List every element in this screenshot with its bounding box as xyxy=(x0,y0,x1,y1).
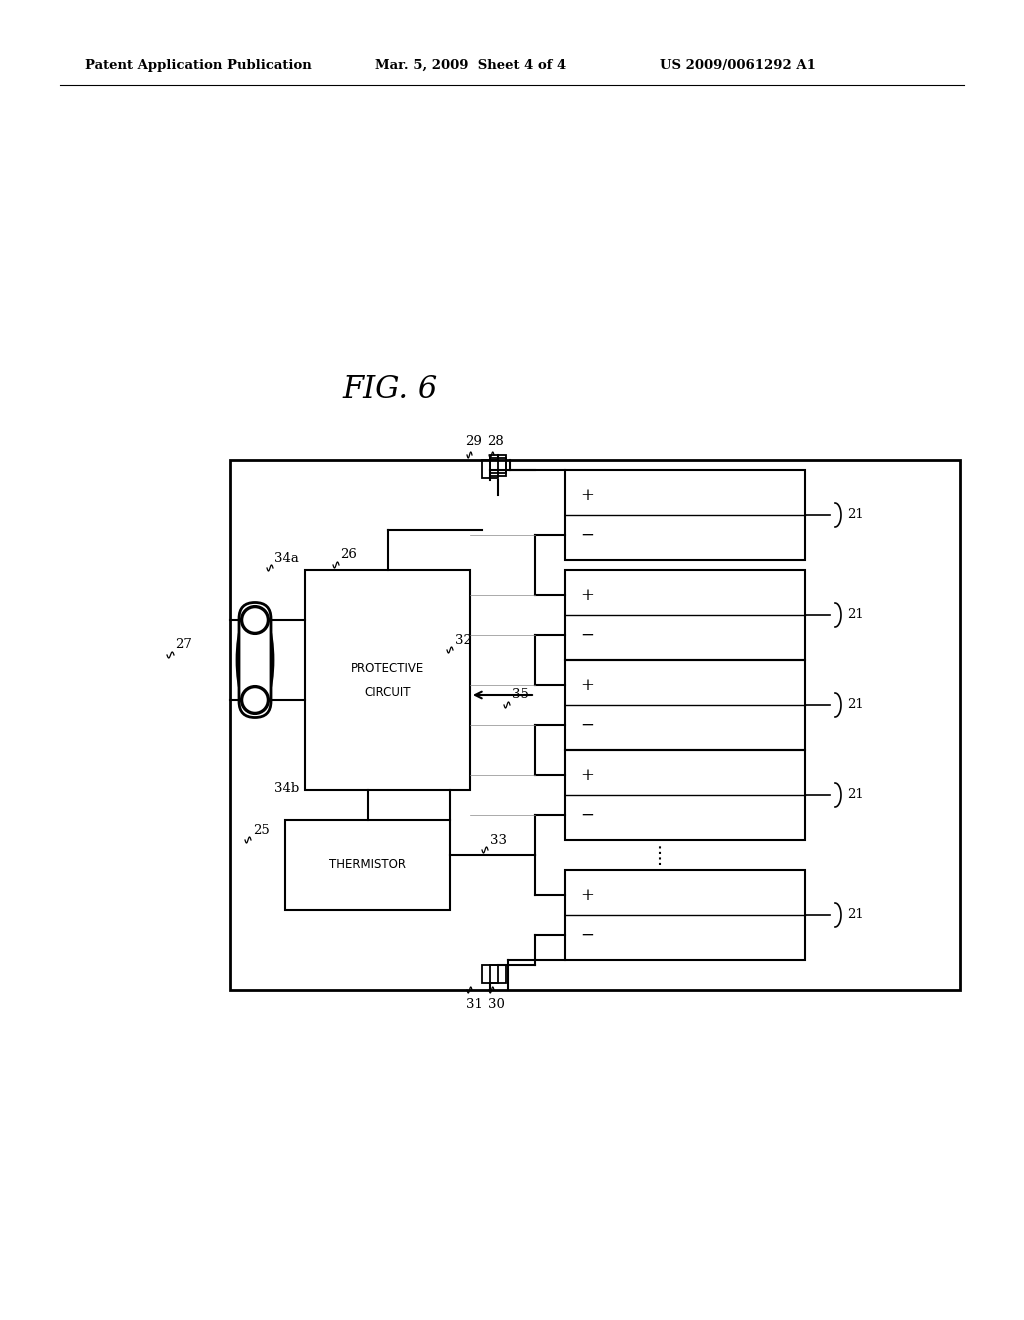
Text: 28: 28 xyxy=(487,436,505,447)
Text: −: − xyxy=(580,626,594,643)
Text: 33: 33 xyxy=(490,833,507,846)
Text: 21: 21 xyxy=(847,788,864,801)
Text: 21: 21 xyxy=(847,908,864,921)
Text: CIRCUIT: CIRCUIT xyxy=(365,685,411,698)
Bar xyxy=(565,750,805,840)
Bar xyxy=(490,458,506,477)
Text: +: + xyxy=(580,887,594,904)
Text: 32: 32 xyxy=(455,634,472,647)
Bar xyxy=(565,870,805,960)
Text: PROTECTIVE: PROTECTIVE xyxy=(351,661,424,675)
Text: US 2009/0061292 A1: US 2009/0061292 A1 xyxy=(660,58,816,71)
Bar xyxy=(230,459,961,990)
Bar xyxy=(305,570,470,789)
Bar xyxy=(490,965,506,983)
Text: 25: 25 xyxy=(253,824,269,837)
Text: 34a: 34a xyxy=(274,552,299,565)
Text: Patent Application Publication: Patent Application Publication xyxy=(85,58,311,71)
Text: 21: 21 xyxy=(847,609,864,622)
Circle shape xyxy=(242,686,268,713)
Text: −: − xyxy=(580,807,594,824)
Text: 30: 30 xyxy=(487,998,505,1011)
Ellipse shape xyxy=(237,605,273,715)
Text: +: + xyxy=(580,487,594,504)
Text: THERMISTOR: THERMISTOR xyxy=(329,858,406,871)
Circle shape xyxy=(241,606,269,634)
FancyBboxPatch shape xyxy=(239,602,271,718)
Text: 27: 27 xyxy=(175,639,191,652)
Text: +: + xyxy=(580,677,594,694)
Bar xyxy=(565,570,805,660)
Bar xyxy=(285,820,450,909)
Circle shape xyxy=(242,607,268,634)
Text: −: − xyxy=(580,717,594,734)
Bar xyxy=(565,470,805,560)
Bar xyxy=(482,459,498,478)
Text: 21: 21 xyxy=(847,698,864,711)
Bar xyxy=(565,660,805,750)
Text: +: + xyxy=(580,767,594,784)
Text: Mar. 5, 2009  Sheet 4 of 4: Mar. 5, 2009 Sheet 4 of 4 xyxy=(375,58,566,71)
Bar xyxy=(482,965,498,983)
Circle shape xyxy=(241,686,269,714)
Text: −: − xyxy=(580,927,594,944)
Text: 34b: 34b xyxy=(274,781,299,795)
Text: +: + xyxy=(580,586,594,603)
Bar xyxy=(490,455,506,473)
Text: 26: 26 xyxy=(340,549,357,561)
Text: 29: 29 xyxy=(466,436,482,447)
Text: 31: 31 xyxy=(466,998,482,1011)
Text: 35: 35 xyxy=(512,689,528,701)
Text: FIG. 6: FIG. 6 xyxy=(342,375,437,405)
Text: −: − xyxy=(580,527,594,544)
Text: 21: 21 xyxy=(847,508,864,521)
